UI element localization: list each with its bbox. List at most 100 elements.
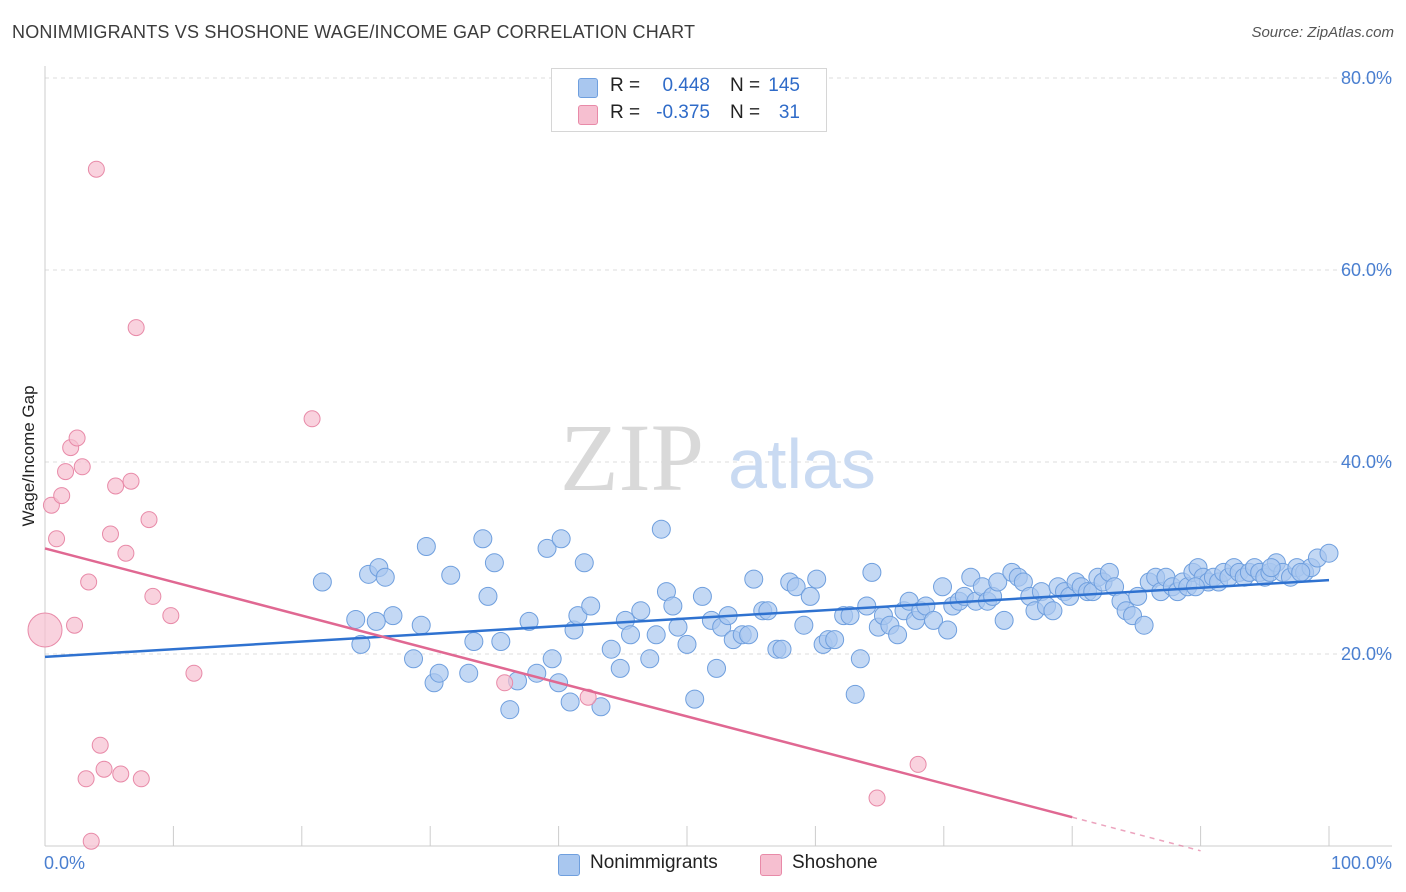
- watermark-atlas: atlas: [728, 425, 876, 503]
- data-point-nonimmigrants: [786, 577, 806, 597]
- data-point-nonimmigrants: [825, 630, 845, 650]
- data-point-nonimmigrants: [484, 553, 504, 573]
- legend-row-nonimmigrants: R = 0.448 N = 145: [552, 75, 826, 99]
- legend-swatch-blue: [558, 854, 580, 876]
- data-point-nonimmigrants: [845, 684, 865, 704]
- data-point-nonimmigrants: [375, 567, 395, 587]
- data-point-nonimmigrants: [707, 658, 727, 678]
- data-point-nonimmigrants: [631, 601, 651, 621]
- legend-r-label: R =: [610, 75, 641, 96]
- x-tick-labels: 0.0% 100.0%: [44, 853, 1392, 873]
- data-point-shoshone: [87, 160, 105, 178]
- data-point-nonimmigrants: [924, 610, 944, 630]
- data-point-shoshone: [80, 573, 98, 591]
- data-point-nonimmigrants: [840, 606, 860, 626]
- legend-n-value: 145: [768, 75, 800, 96]
- data-point-nonimmigrants: [366, 611, 386, 631]
- data-point-nonimmigrants: [646, 625, 666, 645]
- y-tick-labels: 20.0% 40.0% 60.0% 80.0%: [1341, 68, 1392, 664]
- data-point-nonimmigrants: [537, 538, 557, 558]
- x-tick-label: 100.0%: [1331, 853, 1392, 873]
- data-point-shoshone: [185, 664, 203, 682]
- data-point-shoshone: [127, 319, 145, 337]
- data-point-nonimmigrants: [1043, 601, 1063, 621]
- source-credit: Source: ZipAtlas.com: [1251, 24, 1394, 41]
- data-point-nonimmigrants: [640, 649, 660, 669]
- data-point-nonimmigrants: [1261, 558, 1281, 578]
- trend-line-shoshone: [44, 547, 1073, 819]
- data-point-shoshone: [27, 612, 63, 648]
- legend-swatch-blue: [578, 78, 598, 98]
- data-point-nonimmigrants: [478, 586, 498, 606]
- legend-label: Nonimmigrants: [590, 852, 718, 873]
- data-point-nonimmigrants: [651, 519, 671, 539]
- data-point-nonimmigrants: [464, 632, 484, 652]
- data-point-nonimmigrants: [862, 562, 882, 582]
- data-point-shoshone: [496, 674, 514, 692]
- legend-swatch-pink: [760, 854, 782, 876]
- data-point-nonimmigrants: [473, 529, 493, 549]
- legend-item-shoshone[interactable]: Shoshone: [760, 852, 900, 878]
- legend-n-label: N =: [730, 75, 761, 96]
- legend-swatch-pink: [578, 105, 598, 125]
- data-point-shoshone: [112, 765, 130, 783]
- stats-legend: R = 0.448 N = 145 R = -0.375 N = 31: [551, 68, 827, 132]
- data-point-nonimmigrants: [744, 569, 764, 589]
- data-point-nonimmigrants: [551, 529, 571, 549]
- legend-row-shoshone: R = -0.375 N = 31: [552, 102, 826, 126]
- data-point-nonimmigrants: [459, 663, 479, 683]
- shoshone-points: [27, 160, 927, 850]
- data-point-nonimmigrants: [312, 572, 332, 592]
- data-point-shoshone: [107, 477, 125, 495]
- data-point-shoshone: [909, 755, 927, 773]
- data-point-nonimmigrants: [346, 609, 366, 629]
- y-tick-label: 40.0%: [1341, 452, 1392, 472]
- data-point-shoshone: [68, 429, 86, 447]
- data-point-shoshone: [66, 616, 84, 634]
- data-point-nonimmigrants: [888, 625, 908, 645]
- data-point-shoshone: [95, 760, 113, 778]
- data-point-nonimmigrants: [772, 639, 792, 659]
- data-point-shoshone: [117, 544, 135, 562]
- y-tick-label: 20.0%: [1341, 644, 1392, 664]
- data-point-nonimmigrants: [1319, 543, 1339, 563]
- data-point-shoshone: [91, 736, 109, 754]
- data-point-nonimmigrants: [794, 615, 814, 635]
- data-point-shoshone: [82, 832, 100, 850]
- data-point-shoshone: [303, 410, 321, 428]
- data-point-shoshone: [162, 607, 180, 625]
- data-point-nonimmigrants: [800, 586, 820, 606]
- data-point-shoshone: [101, 525, 119, 543]
- nonimmigrants-points: [312, 519, 1339, 720]
- data-point-nonimmigrants: [1134, 615, 1154, 635]
- data-point-nonimmigrants: [739, 625, 759, 645]
- trend-lines: [44, 547, 1330, 852]
- axes: [44, 66, 1392, 847]
- data-point-nonimmigrants: [988, 572, 1008, 592]
- data-point-nonimmigrants: [621, 625, 641, 645]
- data-point-nonimmigrants: [857, 596, 877, 616]
- y-axis-label: Wage/Income Gap: [19, 385, 38, 526]
- legend-r-value: 0.448: [662, 75, 710, 96]
- data-point-nonimmigrants: [663, 596, 683, 616]
- data-point-shoshone: [122, 472, 140, 490]
- data-point-nonimmigrants: [1291, 562, 1311, 582]
- legend-item-nonimmigrants[interactable]: Nonimmigrants: [558, 852, 738, 878]
- legend-n-value: 31: [778, 102, 800, 123]
- y-tick-label: 80.0%: [1341, 68, 1392, 88]
- watermark: ZIP atlas: [560, 404, 876, 511]
- data-point-nonimmigrants: [668, 617, 688, 637]
- x-tick-label: 0.0%: [44, 853, 85, 873]
- data-point-nonimmigrants: [574, 553, 594, 573]
- data-point-nonimmigrants: [519, 611, 539, 631]
- data-point-shoshone: [132, 770, 150, 788]
- data-point-nonimmigrants: [807, 569, 827, 589]
- data-point-nonimmigrants: [601, 639, 621, 659]
- data-point-shoshone: [77, 770, 95, 788]
- data-point-nonimmigrants: [692, 586, 712, 606]
- data-point-nonimmigrants: [491, 632, 511, 652]
- legend-r-value: -0.375: [656, 102, 710, 123]
- data-point-shoshone: [579, 688, 597, 706]
- data-point-nonimmigrants: [351, 634, 371, 654]
